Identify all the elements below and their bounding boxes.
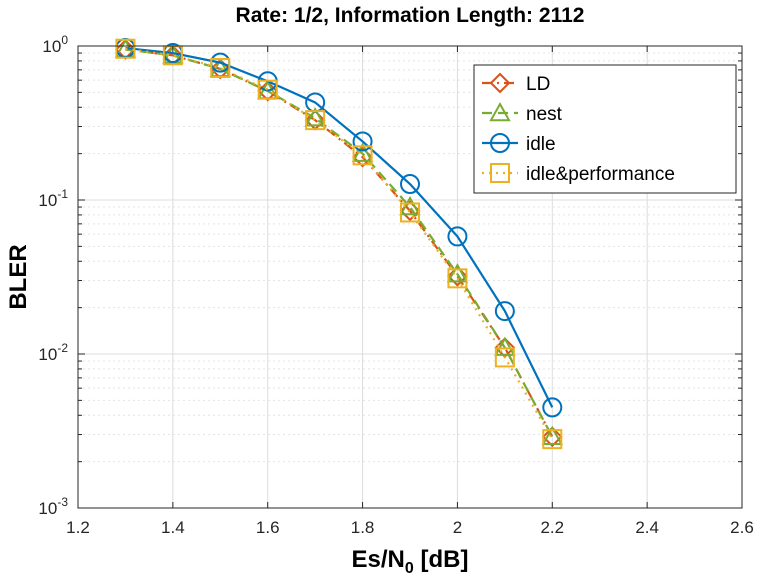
x-tick-label: 2.6 bbox=[730, 518, 754, 537]
y-tick-label: 10-2 bbox=[38, 341, 68, 364]
x-tick-label: 1.6 bbox=[256, 518, 280, 537]
x-tick-label: 1.4 bbox=[161, 518, 185, 537]
legend-entry-idle: idle bbox=[482, 133, 556, 155]
legend-marker bbox=[490, 163, 510, 183]
data-point-idle-performance bbox=[115, 38, 136, 59]
data-point-idle bbox=[400, 174, 420, 195]
data-point-idle-performance bbox=[494, 347, 515, 368]
legend-entry-ld: LD bbox=[482, 72, 550, 95]
legend-label: idle bbox=[526, 134, 556, 155]
minor-grid bbox=[78, 52, 742, 463]
data-point-idle-performance bbox=[447, 268, 468, 289]
data-point-idle-performance bbox=[352, 145, 373, 166]
data-point-nest bbox=[304, 107, 326, 127]
data-point-idle bbox=[542, 397, 563, 418]
data-point-idle bbox=[447, 226, 468, 247]
x-axis-label-unit: [dB] bbox=[414, 546, 469, 573]
y-tick-label: 10-1 bbox=[38, 187, 68, 210]
data-point-nest bbox=[399, 195, 421, 216]
data-point-idle-performance bbox=[210, 57, 231, 78]
legend-marker bbox=[489, 72, 511, 94]
legend-marker bbox=[490, 133, 510, 153]
x-axis-label: Es/N0 [dB] bbox=[352, 546, 469, 576]
legend-entry-idle-performance: idle&performance bbox=[482, 163, 675, 185]
x-tick-label: 2.4 bbox=[635, 518, 659, 537]
legend-box bbox=[473, 64, 737, 194]
data-point-idle bbox=[494, 301, 515, 322]
legend-label: LD bbox=[526, 74, 550, 95]
legend-label: nest bbox=[526, 104, 563, 125]
legend-entry-nest: nest bbox=[482, 101, 563, 125]
data-point-idle-performance bbox=[542, 429, 563, 450]
plot-frame bbox=[77, 45, 743, 509]
data-point-idle-performance bbox=[257, 79, 278, 100]
legend-label: idle&performance bbox=[526, 164, 675, 185]
x-axis-label-main: Es/N bbox=[352, 546, 405, 573]
data-point-idle bbox=[352, 131, 373, 152]
data-point-ld bbox=[541, 426, 563, 448]
y-tick-labels: 100 10-1 10-2 10-3 bbox=[38, 33, 68, 518]
data-point-idle-performance bbox=[400, 202, 420, 223]
y-tick-label: 10-3 bbox=[38, 495, 68, 518]
legend: LD nest idle idle&performance bbox=[473, 64, 737, 194]
x-tick-label: 2 bbox=[453, 518, 462, 537]
data-point-nest bbox=[541, 425, 563, 445]
series-idle-performance bbox=[115, 38, 563, 450]
y-tick-label: 100 bbox=[42, 33, 68, 56]
legend-marker bbox=[489, 101, 511, 122]
data-point-ld bbox=[447, 265, 468, 287]
tick-marks bbox=[77, 45, 743, 509]
series-line-nest bbox=[125, 48, 554, 438]
x-tick-labels: 1.2 1.4 1.6 1.8 2 2.2 2.4 2.6 bbox=[66, 518, 754, 537]
x-tick-label: 1.2 bbox=[66, 518, 90, 537]
x-axis-label-subscript: 0 bbox=[405, 560, 414, 576]
chart-title: Rate: 1/2, Information Length: 2112 bbox=[236, 4, 585, 27]
x-tick-label: 2.2 bbox=[540, 518, 564, 537]
data-point-nest bbox=[494, 336, 516, 356]
series-line-idle bbox=[125, 46, 554, 408]
x-tick-label: 1.8 bbox=[351, 518, 375, 537]
y-axis-label: BLER bbox=[5, 244, 32, 309]
data-point-idle-performance bbox=[305, 110, 326, 131]
